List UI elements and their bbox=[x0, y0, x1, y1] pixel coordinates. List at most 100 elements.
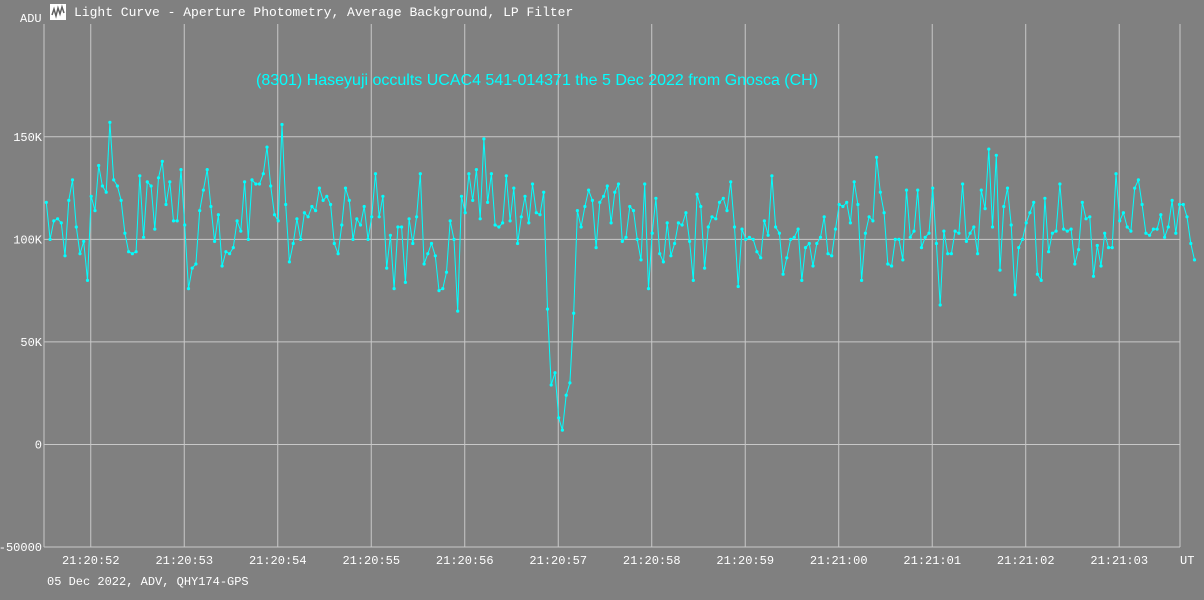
data-point bbox=[602, 194, 606, 198]
data-point bbox=[931, 186, 935, 190]
data-point bbox=[1110, 246, 1114, 250]
data-point bbox=[276, 219, 280, 223]
data-point bbox=[669, 254, 673, 258]
data-point bbox=[721, 196, 725, 200]
data-point bbox=[272, 213, 277, 217]
data-point bbox=[732, 225, 737, 229]
data-point bbox=[433, 254, 437, 258]
data-point bbox=[549, 383, 553, 387]
data-point bbox=[598, 200, 602, 204]
data-point bbox=[407, 217, 411, 221]
y-tick-label: -50000 bbox=[0, 541, 42, 555]
data-point bbox=[1148, 233, 1152, 237]
data-point bbox=[856, 202, 860, 207]
data-point bbox=[878, 190, 882, 194]
data-point bbox=[70, 178, 75, 182]
y-tick-label: 50K bbox=[20, 336, 42, 350]
data-point bbox=[168, 180, 172, 184]
data-point bbox=[796, 227, 800, 231]
data-point bbox=[89, 194, 93, 198]
data-point bbox=[100, 184, 104, 188]
chart-title: (8301) Haseyuji occults UCAC4 541-014371… bbox=[256, 72, 818, 89]
data-point bbox=[800, 278, 804, 282]
data-point bbox=[329, 202, 333, 207]
data-point bbox=[392, 287, 396, 291]
data-point bbox=[1050, 231, 1054, 235]
data-point bbox=[1133, 186, 1137, 190]
data-point bbox=[770, 174, 774, 178]
y-tick-label: 100K bbox=[13, 233, 43, 247]
data-point bbox=[658, 252, 662, 256]
data-point bbox=[740, 227, 744, 231]
data-point bbox=[979, 188, 983, 192]
data-point bbox=[254, 182, 258, 186]
data-point bbox=[299, 237, 303, 241]
data-point bbox=[949, 252, 954, 256]
data-point bbox=[396, 225, 400, 229]
data-point bbox=[291, 241, 295, 246]
data-point bbox=[789, 237, 793, 241]
data-point bbox=[452, 237, 456, 241]
data-point bbox=[1166, 225, 1170, 229]
data-point bbox=[1163, 235, 1167, 239]
window-title: Light Curve - Aperture Photometry, Avera… bbox=[74, 4, 574, 20]
data-point bbox=[830, 254, 834, 258]
data-point bbox=[145, 180, 149, 184]
data-point bbox=[1017, 246, 1021, 250]
data-point bbox=[310, 204, 314, 209]
data-point bbox=[673, 241, 677, 246]
data-point bbox=[1054, 229, 1058, 233]
data-point bbox=[684, 211, 688, 215]
data-point bbox=[579, 225, 583, 229]
data-point bbox=[216, 213, 220, 217]
x-axis-ticks: 21:20:52 21:20:53 21:20:54 21:20:55 21:20:56… bbox=[62, 554, 1148, 568]
data-point bbox=[1181, 202, 1185, 207]
data-point bbox=[415, 215, 419, 219]
data-point bbox=[736, 284, 740, 289]
data-point bbox=[93, 209, 97, 213]
data-point bbox=[287, 260, 291, 264]
data-point bbox=[1151, 227, 1155, 231]
data-point bbox=[1140, 202, 1144, 207]
data-point bbox=[1047, 250, 1051, 254]
data-point bbox=[646, 287, 651, 291]
x-tick-label: 21:20:54 bbox=[249, 554, 307, 568]
data-point bbox=[590, 198, 595, 202]
data-point bbox=[284, 202, 288, 207]
data-point bbox=[381, 194, 385, 198]
data-point bbox=[815, 241, 819, 246]
data-point bbox=[538, 213, 542, 217]
data-point bbox=[183, 223, 187, 227]
data-point bbox=[231, 246, 235, 250]
data-point bbox=[871, 219, 875, 223]
data-point bbox=[471, 198, 475, 202]
data-point bbox=[343, 186, 348, 190]
data-point bbox=[1039, 278, 1043, 282]
data-point bbox=[530, 182, 535, 186]
data-point bbox=[527, 221, 531, 225]
data-point bbox=[1043, 196, 1047, 200]
data-point bbox=[325, 194, 329, 198]
data-point bbox=[751, 237, 755, 241]
data-point bbox=[351, 237, 355, 241]
data-point bbox=[201, 188, 205, 192]
data-point bbox=[194, 262, 198, 266]
data-point bbox=[463, 211, 467, 215]
data-point bbox=[1084, 217, 1088, 221]
data-point bbox=[108, 120, 112, 124]
data-point bbox=[587, 188, 591, 192]
data-point bbox=[467, 172, 471, 176]
data-point bbox=[1174, 231, 1178, 235]
data-point bbox=[564, 393, 568, 397]
data-point bbox=[766, 233, 770, 237]
data-point bbox=[998, 268, 1002, 272]
data-point bbox=[501, 221, 505, 225]
data-point bbox=[1095, 243, 1099, 248]
data-point bbox=[542, 190, 546, 194]
data-point bbox=[441, 287, 445, 291]
data-point bbox=[1170, 198, 1174, 202]
data-point bbox=[912, 229, 916, 233]
light-curve-app-icon bbox=[50, 4, 66, 20]
data-point bbox=[156, 176, 161, 180]
